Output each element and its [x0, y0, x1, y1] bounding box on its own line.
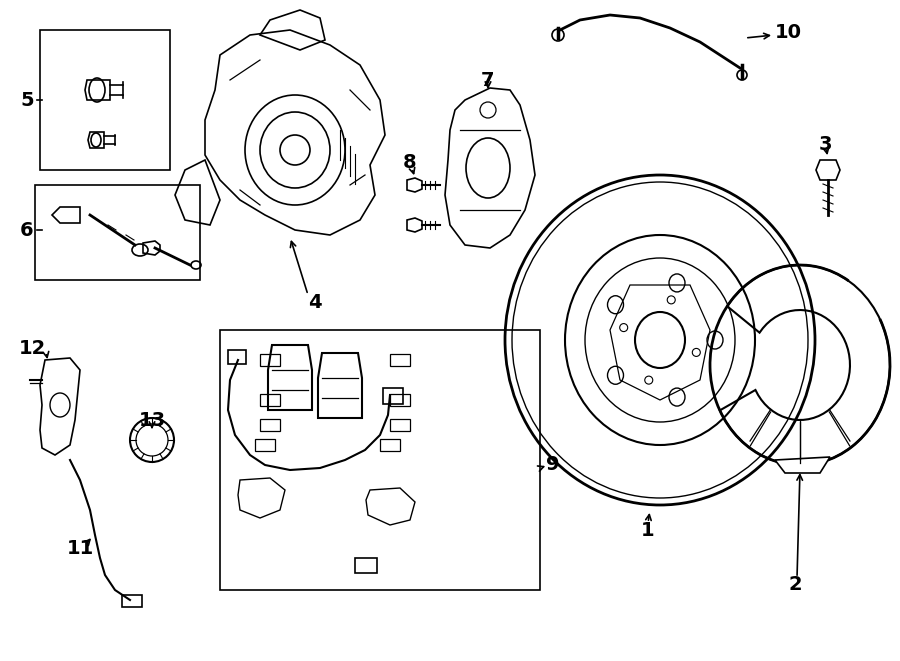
- Bar: [228, 350, 246, 364]
- Bar: [220, 330, 540, 590]
- Text: 4: 4: [308, 293, 322, 311]
- Bar: [35, 185, 200, 280]
- Text: 8: 8: [403, 153, 417, 173]
- Polygon shape: [775, 457, 830, 473]
- Text: 12: 12: [18, 338, 46, 358]
- Bar: [122, 595, 142, 607]
- Text: 11: 11: [67, 539, 94, 557]
- Text: 10: 10: [775, 22, 802, 42]
- Text: 3: 3: [818, 136, 832, 155]
- Text: 5: 5: [20, 91, 34, 110]
- Text: 13: 13: [139, 410, 166, 430]
- Text: 2: 2: [788, 576, 802, 594]
- Text: 7: 7: [482, 71, 495, 89]
- Bar: [40, 30, 170, 170]
- Bar: [383, 388, 403, 404]
- Text: 1: 1: [641, 520, 655, 539]
- Bar: [355, 558, 377, 573]
- Text: 6: 6: [20, 221, 34, 239]
- Text: 9: 9: [546, 455, 560, 475]
